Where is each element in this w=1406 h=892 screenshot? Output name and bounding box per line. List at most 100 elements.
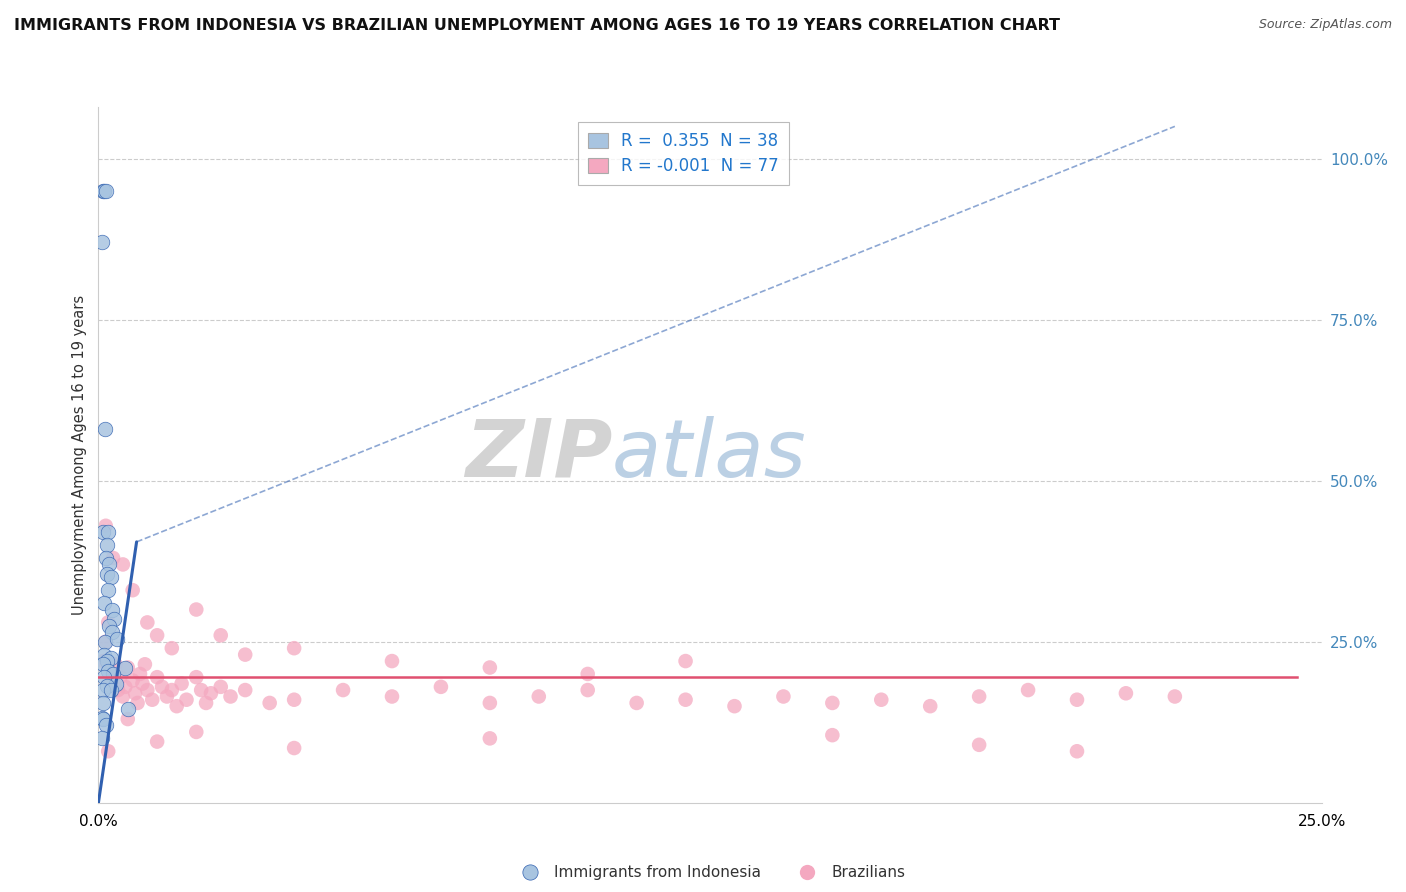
Point	[91, 696, 114, 710]
Point	[91, 731, 114, 746]
Text: Source: ZipAtlas.com: Source: ZipAtlas.com	[1258, 18, 1392, 31]
Point	[94, 422, 117, 436]
Point	[121, 583, 143, 598]
Point	[107, 683, 129, 698]
Point	[97, 615, 120, 630]
Point	[920, 699, 942, 714]
Point	[117, 660, 139, 674]
Point	[821, 696, 844, 710]
Point	[283, 641, 305, 656]
Point	[93, 184, 115, 198]
Point	[121, 673, 143, 688]
Point	[117, 712, 139, 726]
Point	[94, 184, 117, 198]
Point	[527, 690, 550, 704]
Point	[1017, 683, 1039, 698]
Point	[160, 683, 183, 698]
Point	[150, 680, 173, 694]
Legend: Immigrants from Indonesia, Brazilians: Immigrants from Indonesia, Brazilians	[509, 859, 911, 887]
Point	[100, 651, 122, 665]
Point	[97, 744, 120, 758]
Point	[576, 683, 599, 698]
Point	[186, 602, 208, 616]
Point	[478, 696, 501, 710]
Point	[675, 654, 697, 668]
Point	[98, 558, 121, 572]
Point	[110, 670, 132, 684]
Point	[96, 567, 118, 582]
Point	[136, 683, 159, 698]
Point	[675, 692, 697, 706]
Point	[101, 667, 124, 681]
Point	[94, 634, 117, 648]
Point	[91, 657, 114, 672]
Point	[176, 692, 198, 706]
Point	[209, 628, 232, 642]
Point	[146, 734, 169, 748]
Point	[93, 648, 115, 662]
Point	[91, 683, 114, 698]
Text: atlas: atlas	[612, 416, 807, 494]
Point	[114, 680, 136, 694]
Point	[283, 741, 305, 756]
Point	[141, 692, 163, 706]
Point	[94, 551, 117, 566]
Point	[114, 660, 136, 674]
Point	[146, 628, 169, 642]
Point	[103, 612, 125, 626]
Point	[1115, 686, 1137, 700]
Point	[96, 679, 118, 693]
Point	[821, 728, 844, 742]
Point	[967, 738, 990, 752]
Point	[97, 664, 120, 678]
Point	[91, 184, 114, 198]
Point	[190, 683, 212, 698]
Point	[134, 657, 156, 672]
Point	[1066, 744, 1088, 758]
Point	[101, 602, 124, 616]
Point	[91, 525, 114, 540]
Point	[94, 518, 117, 533]
Point	[219, 690, 242, 704]
Point	[136, 615, 159, 630]
Point	[233, 648, 256, 662]
Point	[478, 660, 501, 674]
Point	[195, 696, 218, 710]
Point	[94, 634, 117, 648]
Point	[283, 692, 305, 706]
Point	[100, 625, 122, 640]
Point	[170, 676, 193, 690]
Point	[91, 711, 114, 725]
Point	[160, 641, 183, 656]
Point	[97, 583, 120, 598]
Point	[101, 667, 124, 681]
Point	[166, 699, 188, 714]
Point	[111, 690, 134, 704]
Point	[124, 686, 146, 700]
Point	[101, 551, 124, 566]
Point	[772, 690, 794, 704]
Point	[1164, 690, 1187, 704]
Point	[381, 690, 404, 704]
Point	[430, 680, 453, 694]
Y-axis label: Unemployment Among Ages 16 to 19 years: Unemployment Among Ages 16 to 19 years	[72, 295, 87, 615]
Point	[146, 670, 169, 684]
Point	[96, 654, 118, 668]
Point	[209, 680, 232, 694]
Point	[100, 683, 122, 698]
Point	[91, 235, 114, 250]
Point	[870, 692, 893, 706]
Point	[111, 558, 134, 572]
Point	[100, 570, 122, 584]
Point	[478, 731, 501, 746]
Point	[967, 690, 990, 704]
Point	[96, 538, 118, 552]
Text: ZIP: ZIP	[465, 416, 612, 494]
Point	[97, 525, 120, 540]
Point	[129, 667, 152, 681]
Point	[94, 718, 117, 732]
Point	[105, 632, 128, 646]
Point	[104, 676, 127, 690]
Point	[626, 696, 648, 710]
Point	[381, 654, 404, 668]
